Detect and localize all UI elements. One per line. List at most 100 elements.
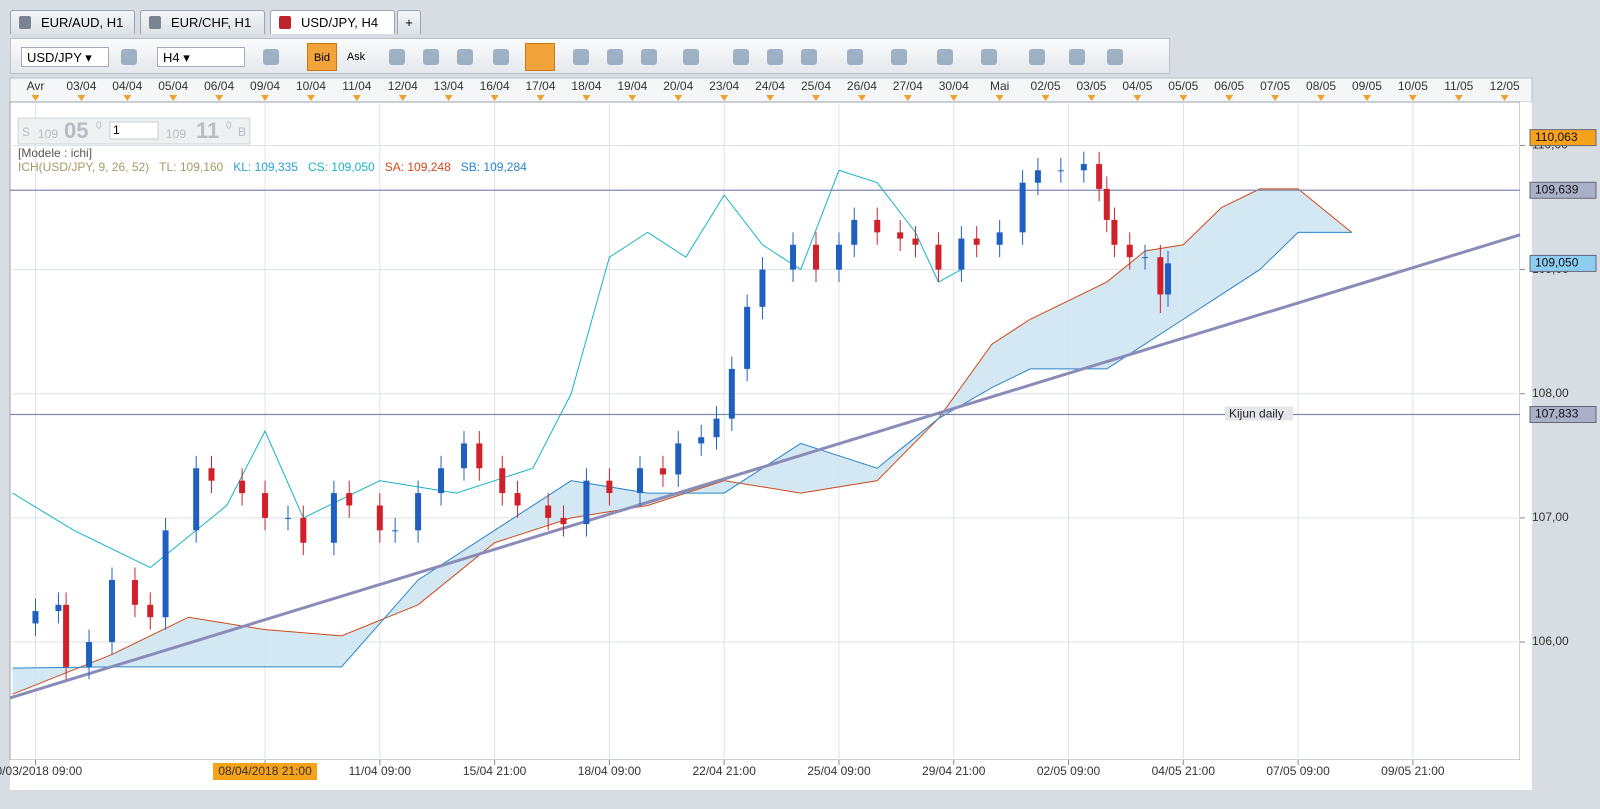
top-tick-label: 05/04: [158, 79, 188, 93]
icon[interactable]: [1029, 49, 1045, 65]
ask-button[interactable]: Ask: [341, 43, 371, 71]
top-tick-label: 04/05: [1122, 79, 1152, 93]
icon[interactable]: [937, 49, 953, 65]
candle-body: [1103, 188, 1110, 220]
top-tick-label: 09/05: [1352, 79, 1382, 93]
session-marker: [306, 95, 315, 101]
bid: Bid: [314, 52, 330, 64]
price-tag-label: 107,833: [1535, 407, 1579, 421]
session-marker: [1317, 95, 1326, 101]
legend-item: CS: 109,050: [308, 160, 375, 174]
top-tick-label: 24/04: [755, 79, 785, 93]
top-tick-label: 11/05: [1444, 79, 1473, 93]
icon[interactable]: [263, 49, 279, 65]
price-tag-label: 110,063: [1535, 130, 1578, 144]
sell-pip: 0: [96, 121, 102, 132]
axis-gap: [1520, 102, 1532, 760]
session-marker: [1362, 95, 1371, 101]
tab-active[interactable]: USD/JPY, H4: [270, 10, 395, 34]
candle-body: [438, 468, 445, 494]
candle-body: [392, 530, 399, 532]
top-tick-label: 04/04: [112, 79, 142, 93]
top-tick-label: 11/04: [342, 79, 371, 93]
candle-body: [545, 505, 552, 518]
line-label-bg: [1225, 406, 1293, 421]
y-tick-label: 106,00: [1532, 634, 1569, 648]
bid-button[interactable]: Bid: [307, 43, 337, 71]
candle-body: [415, 493, 422, 531]
top-tick-label: 25/04: [801, 79, 831, 93]
candle-body: [583, 480, 590, 525]
candle-body: [606, 480, 613, 494]
icon[interactable]: [493, 49, 509, 65]
icon[interactable]: [733, 49, 749, 65]
icon[interactable]: [767, 49, 783, 65]
x-tick-label: 18/04 09:00: [578, 764, 642, 778]
session-marker: [949, 95, 958, 101]
candle-body: [499, 468, 506, 494]
legend-item: TL: 109,160: [159, 160, 223, 174]
session-marker: [1271, 95, 1280, 101]
buy-price: 11: [196, 118, 219, 143]
candle-body: [262, 493, 269, 518]
candle-body: [32, 611, 39, 624]
tab-label: EUR/AUD, H1: [41, 15, 124, 30]
candle-body: [744, 306, 751, 369]
icon[interactable]: [683, 49, 699, 65]
session-marker: [1133, 95, 1142, 101]
candle-body: [330, 493, 337, 543]
session-marker: [398, 95, 407, 101]
senkou-b: [12, 231, 1352, 669]
price-tag: [1529, 181, 1597, 199]
model-label: [Modele : ichi]: [18, 146, 92, 160]
icon[interactable]: [1069, 49, 1085, 65]
price-tag: [1529, 254, 1597, 272]
icon[interactable]: [891, 49, 907, 65]
icon[interactable]: [641, 49, 657, 65]
symbol-select[interactable]: USD/JPY ▾: [21, 47, 109, 67]
candle-body: [698, 437, 705, 444]
candle-body: [835, 244, 842, 270]
icon[interactable]: [457, 49, 473, 65]
cloud: [12, 188, 1352, 695]
session-marker: [1041, 95, 1050, 101]
x-tick-label: 04/05 21:00: [1152, 764, 1216, 778]
candle-body: [958, 238, 965, 270]
tool-button[interactable]: [525, 43, 555, 71]
session-marker: [903, 95, 912, 101]
icon[interactable]: [847, 49, 863, 65]
session-marker: [1454, 95, 1463, 101]
buy-prefix: 109: [166, 127, 186, 141]
x-tick-label: 29/04 21:00: [922, 764, 986, 778]
senkou-a: [12, 188, 1352, 695]
icon[interactable]: [607, 49, 623, 65]
top-tick-label: 27/04: [893, 79, 923, 93]
session-marker: [674, 95, 683, 101]
icon[interactable]: [573, 49, 589, 65]
quantity-input[interactable]: [109, 121, 159, 140]
icon[interactable]: [121, 49, 137, 65]
candle-body: [1142, 257, 1149, 259]
period-select[interactable]: H4 ▾: [157, 47, 245, 67]
tab[interactable]: EUR/CHF, H1: [140, 10, 265, 34]
candle-body: [131, 579, 138, 605]
icon[interactable]: [801, 49, 817, 65]
candle-body: [285, 517, 292, 519]
sell-prefix: 109: [38, 127, 58, 141]
session-marker: [31, 95, 40, 101]
y-tick-label: 107,00: [1532, 510, 1569, 524]
icon[interactable]: [1107, 49, 1123, 65]
icon[interactable]: [389, 49, 405, 65]
session-marker: [261, 95, 270, 101]
top-tick-label: 30/04: [939, 79, 969, 93]
top-tick-label: 23/04: [709, 79, 739, 93]
icon[interactable]: [981, 49, 997, 65]
icon[interactable]: [423, 49, 439, 65]
top-tick-label: 08/05: [1306, 79, 1336, 93]
session-marker: [1225, 95, 1234, 101]
new-tab[interactable]: +: [397, 10, 421, 34]
candle-body: [1165, 263, 1172, 295]
tab[interactable]: EUR/AUD, H1: [10, 10, 135, 34]
candle-body: [912, 238, 919, 245]
